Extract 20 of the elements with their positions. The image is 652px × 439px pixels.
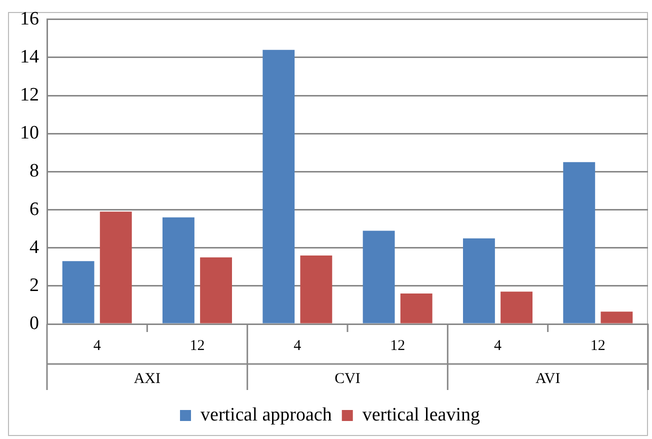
y-tick-label: 8 bbox=[30, 160, 39, 182]
text: CVI bbox=[334, 370, 360, 387]
y-tick-label: 6 bbox=[30, 198, 39, 220]
y-tick-label: 16 bbox=[20, 8, 39, 30]
x-tick-label: 4 bbox=[93, 338, 102, 354]
text: AVI bbox=[535, 370, 560, 387]
x-tick-label: 12 bbox=[190, 338, 205, 354]
text: AXI bbox=[134, 370, 161, 387]
x-tick-label: 4 bbox=[494, 338, 502, 354]
x-tick-label: 12 bbox=[590, 338, 606, 354]
legend-label: vertical approach bbox=[200, 404, 332, 426]
y-tick-label: 0 bbox=[30, 312, 39, 334]
y-tick-label: 14 bbox=[20, 46, 40, 68]
y-tick-label: 2 bbox=[30, 274, 39, 296]
legend-label: vertical leaving bbox=[362, 404, 480, 426]
x-tick-label: 12 bbox=[390, 338, 406, 354]
y-tick-label: 12 bbox=[20, 84, 39, 106]
x-tick-label: 4 bbox=[294, 338, 302, 354]
y-tick-label: 10 bbox=[20, 122, 39, 144]
y-tick-label: 4 bbox=[30, 236, 40, 258]
